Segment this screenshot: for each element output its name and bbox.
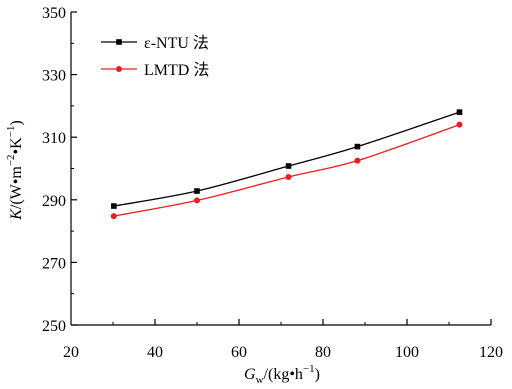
series-line bbox=[113, 111, 460, 207]
series-1 bbox=[111, 109, 463, 209]
legend-label: ε-NTU 法 bbox=[144, 34, 209, 52]
data-point bbox=[456, 121, 463, 128]
series-2 bbox=[110, 121, 463, 220]
y-tick-label: 270 bbox=[42, 255, 66, 272]
data-point bbox=[194, 197, 200, 204]
data-point bbox=[110, 213, 117, 220]
data-point bbox=[285, 173, 292, 180]
series-layer bbox=[110, 109, 463, 220]
legend-label: LMTD 法 bbox=[144, 61, 209, 79]
y-axis-label: K/(W•m−2•K−1) bbox=[5, 120, 25, 221]
data-point bbox=[456, 109, 463, 115]
ticks: 250 270 290 310 330 350 20 40 60 80 100 120 bbox=[42, 5, 503, 361]
data-point bbox=[111, 203, 117, 209]
x-tick-label: 100 bbox=[395, 344, 419, 361]
y-tick-label: 350 bbox=[42, 5, 66, 22]
x-tick-label: 60 bbox=[231, 344, 247, 361]
legend-marker bbox=[116, 39, 122, 45]
legend-entry-2: LMTD 法 bbox=[101, 61, 209, 79]
y-tick-label: 290 bbox=[42, 193, 66, 210]
series-line bbox=[113, 124, 460, 217]
x-tick-label: 40 bbox=[147, 344, 163, 361]
x-tick-label: 80 bbox=[315, 344, 331, 361]
data-point bbox=[194, 188, 200, 194]
y-tick-label: 310 bbox=[42, 130, 66, 147]
x-axis-label: Gw/(kg•h−1) bbox=[244, 363, 320, 386]
legend-entry-1: ε-NTU 法 bbox=[101, 34, 209, 52]
data-point bbox=[354, 143, 361, 150]
data-point bbox=[285, 163, 292, 169]
data-point bbox=[354, 157, 361, 164]
y-tick-label: 330 bbox=[42, 68, 66, 85]
x-tick-label: 120 bbox=[479, 344, 503, 361]
legend: ε-NTU 法 LMTD 法 bbox=[101, 34, 209, 79]
y-tick-label: 250 bbox=[42, 318, 66, 335]
x-tick-label: 20 bbox=[63, 344, 79, 361]
legend-marker bbox=[116, 66, 122, 72]
